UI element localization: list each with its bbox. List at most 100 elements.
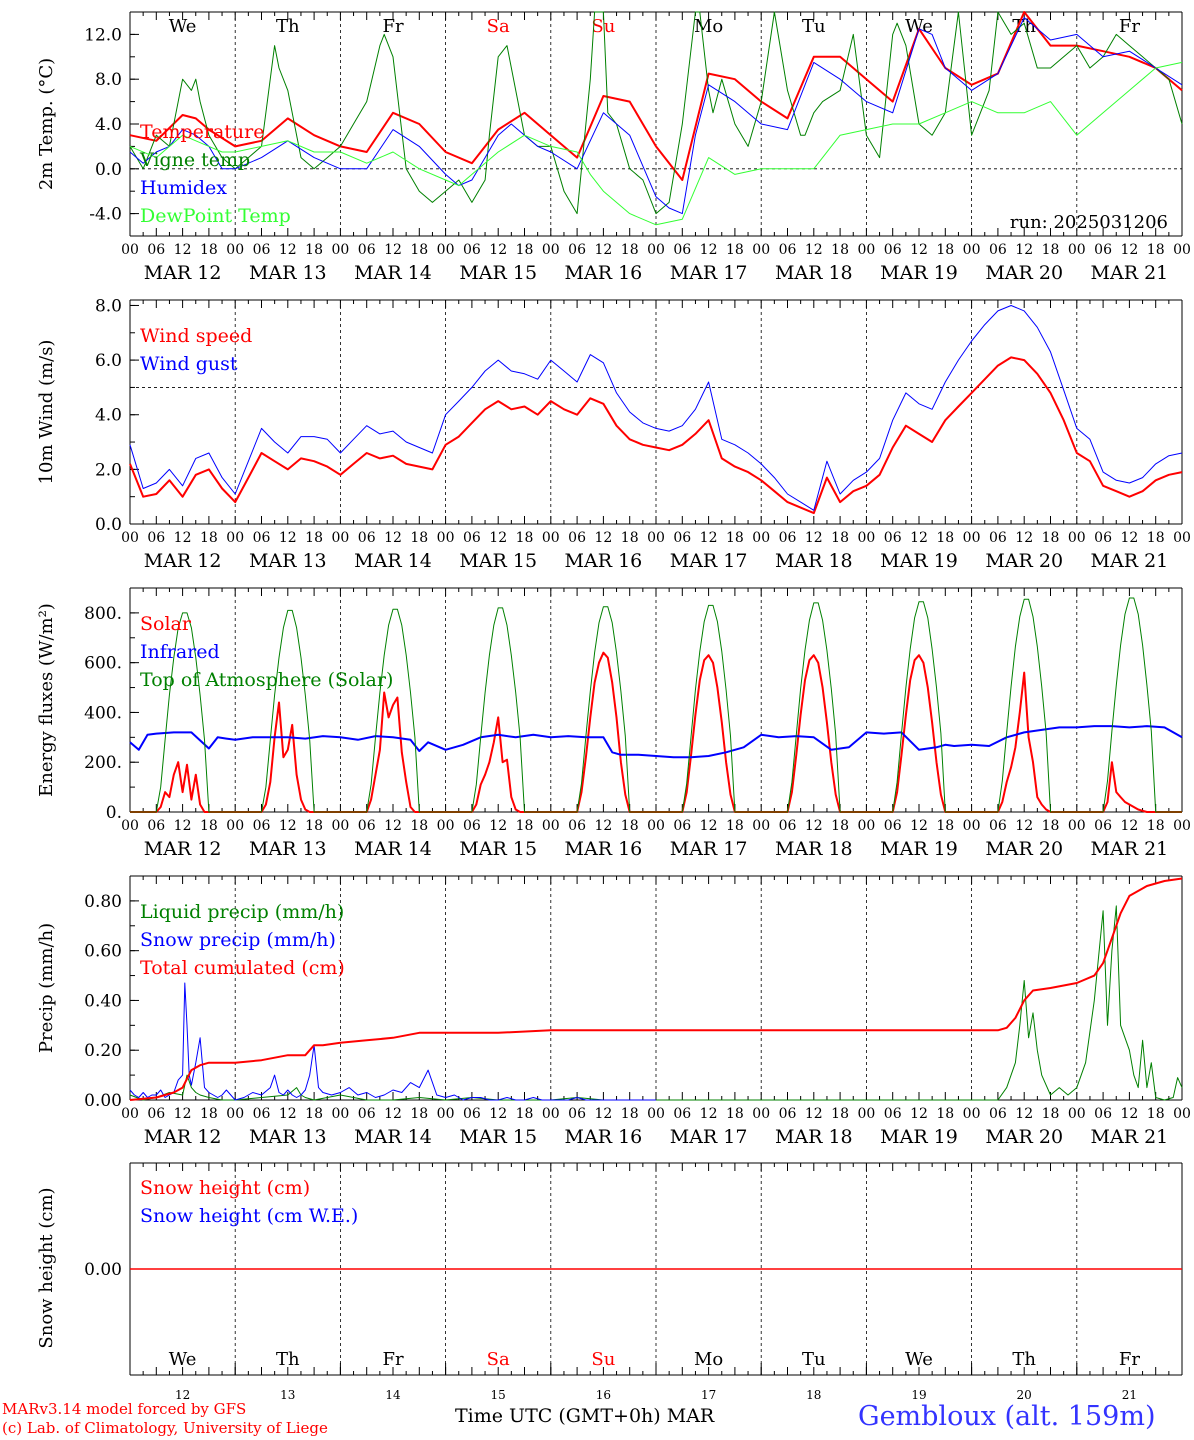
y-tick-label: -4.0 xyxy=(89,205,122,225)
x-hour-label: 12 xyxy=(910,530,928,546)
series-line xyxy=(129,877,1183,1101)
series-line xyxy=(129,982,656,1101)
x-hour-label: 00 xyxy=(963,1106,981,1122)
y-tick-label: 600. xyxy=(84,654,122,674)
legend-entry: Humidex xyxy=(140,177,227,199)
x-hour-label: 06 xyxy=(779,242,797,258)
x-hour-label: 12 xyxy=(805,242,823,258)
x-hour-label: 06 xyxy=(253,1106,271,1122)
x-day-label: MAR 16 xyxy=(565,550,643,572)
x-hour-label: 12 xyxy=(1120,530,1138,546)
x-hour-label: 18 xyxy=(1042,1106,1060,1122)
x-hour-label: 18 xyxy=(831,530,849,546)
weekday-label: Su xyxy=(591,16,615,37)
x-hour-label: 12 xyxy=(700,530,718,546)
x-hour-label: 18 xyxy=(726,818,744,834)
x-hour-label: 18 xyxy=(200,242,218,258)
x-hour-label: 06 xyxy=(884,530,902,546)
y-tick-label: 800. xyxy=(84,604,122,624)
x-day-label: MAR 19 xyxy=(880,1126,958,1148)
y-tick-label: 8.0 xyxy=(95,70,122,90)
x-hour-label: 18 xyxy=(1147,818,1165,834)
x-hour-label: 12 xyxy=(594,1106,612,1122)
x-hour-label: 00 xyxy=(1173,1106,1191,1122)
time-axis-label: Time UTC (GMT+0h) xyxy=(455,1405,661,1427)
x-hour-label: 00 xyxy=(647,818,665,834)
x-hour-label: 06 xyxy=(779,818,797,834)
x-hour-label: 00 xyxy=(1068,1106,1086,1122)
weekday-label: Mo xyxy=(694,16,723,37)
x-hour-label: 00 xyxy=(1173,818,1191,834)
x-day-label: MAR 17 xyxy=(670,838,748,860)
y-tick-label: 4.0 xyxy=(95,406,122,426)
weekday-label: Tu xyxy=(802,1349,826,1370)
x-hour-label: 12 xyxy=(279,530,297,546)
day-number-label: 16 xyxy=(596,1388,611,1400)
model-credit: MARv3.14 model forced by GFS xyxy=(2,1400,247,1418)
weekday-label: We xyxy=(169,16,197,37)
weekday-label: We xyxy=(905,16,933,37)
legend-entry: Liquid precip (mm/h) xyxy=(140,901,344,923)
x-hour-label: 12 xyxy=(279,242,297,258)
x-hour-label: 00 xyxy=(121,818,139,834)
x-hour-label: 00 xyxy=(1173,530,1191,546)
x-hour-label: 18 xyxy=(726,242,744,258)
x-day-label: MAR 18 xyxy=(775,838,853,860)
x-hour-label: 00 xyxy=(647,530,665,546)
weekday-label: Sa xyxy=(487,16,510,37)
x-hour-label: 06 xyxy=(463,818,481,834)
time-axis-title: Time UTC (GMT+0h) MAR xyxy=(455,1405,714,1427)
x-day-label: MAR 16 xyxy=(565,262,643,284)
x-hour-label: 12 xyxy=(1015,242,1033,258)
x-hour-label: 00 xyxy=(857,1106,875,1122)
x-day-label: MAR 14 xyxy=(354,1126,432,1148)
x-day-label: MAR 20 xyxy=(985,1126,1063,1148)
x-hour-label: 06 xyxy=(147,1106,165,1122)
x-day-label: MAR 12 xyxy=(144,838,222,860)
day-number-label: 18 xyxy=(806,1388,821,1400)
x-hour-label: 12 xyxy=(279,1106,297,1122)
x-hour-label: 06 xyxy=(989,1106,1007,1122)
x-hour-label: 06 xyxy=(989,818,1007,834)
x-hour-label: 18 xyxy=(305,1106,323,1122)
x-day-label: MAR 13 xyxy=(249,550,327,572)
series-line xyxy=(129,305,1183,511)
x-hour-label: 06 xyxy=(568,818,586,834)
y-tick-label: 4.0 xyxy=(95,115,122,135)
x-hour-label: 06 xyxy=(253,242,271,258)
legend-entry: Snow height (cm W.E.) xyxy=(140,1205,358,1227)
x-hour-label: 18 xyxy=(516,1106,534,1122)
x-hour-label: 12 xyxy=(910,818,928,834)
series-line xyxy=(129,17,1183,215)
weekday-label: Fr xyxy=(382,1349,403,1370)
x-hour-label: 12 xyxy=(174,1106,192,1122)
x-hour-label: 12 xyxy=(174,242,192,258)
x-day-label: MAR 17 xyxy=(670,550,748,572)
x-hour-label: 12 xyxy=(910,1106,928,1122)
x-hour-label: 12 xyxy=(384,1106,402,1122)
x-hour-label: 00 xyxy=(331,1106,349,1122)
x-hour-label: 18 xyxy=(410,1106,428,1122)
x-hour-label: 00 xyxy=(226,242,244,258)
x-hour-label: 18 xyxy=(936,1106,954,1122)
x-hour-label: 12 xyxy=(910,242,928,258)
day-number-label: 15 xyxy=(491,1388,506,1400)
weekday-label: Fr xyxy=(382,16,403,37)
legend-entry: Total cumulated (cm) xyxy=(140,957,345,979)
x-hour-label: 00 xyxy=(647,1106,665,1122)
legend-entry: DewPoint Temp xyxy=(140,205,291,227)
x-hour-label: 00 xyxy=(437,818,455,834)
x-hour-label: 06 xyxy=(253,530,271,546)
y-tick-label: 200. xyxy=(84,753,122,773)
legend-entry: Solar xyxy=(140,613,192,635)
x-hour-label: 00 xyxy=(121,242,139,258)
x-hour-label: 12 xyxy=(594,530,612,546)
x-day-label: MAR 21 xyxy=(1091,838,1169,860)
x-day-label: MAR 21 xyxy=(1091,1126,1169,1148)
day-number-label: 17 xyxy=(701,1388,716,1400)
x-hour-label: 12 xyxy=(700,242,718,258)
day-number-label: 12 xyxy=(175,1388,190,1400)
y-tick-label: 0.40 xyxy=(84,991,122,1011)
day-number-label: 14 xyxy=(385,1388,401,1400)
